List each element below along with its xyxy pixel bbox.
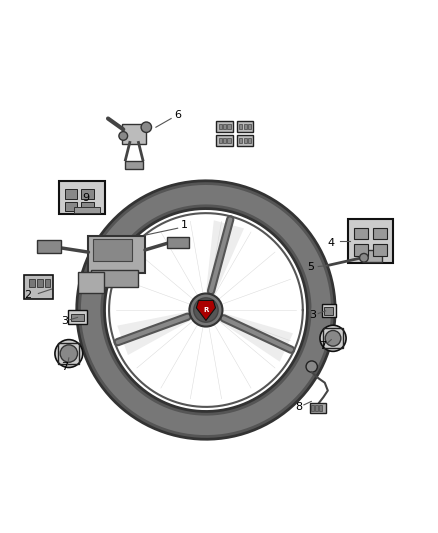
Text: 8: 8 — [295, 402, 302, 411]
Bar — [216, 121, 233, 132]
Polygon shape — [117, 312, 192, 355]
Bar — [219, 138, 222, 143]
Circle shape — [325, 330, 341, 346]
Bar — [78, 272, 104, 294]
Bar — [125, 161, 143, 169]
Bar — [59, 181, 105, 214]
Bar — [24, 276, 53, 300]
Bar — [29, 279, 35, 287]
Text: R: R — [203, 306, 208, 312]
Text: 4: 4 — [328, 238, 335, 247]
Circle shape — [189, 294, 223, 327]
Bar — [373, 244, 387, 256]
Bar — [223, 124, 226, 129]
Bar — [244, 124, 247, 129]
Bar — [323, 328, 343, 349]
Text: 2: 2 — [24, 290, 31, 300]
Circle shape — [360, 254, 368, 262]
Circle shape — [306, 361, 318, 372]
Text: 9: 9 — [83, 193, 90, 203]
Bar — [324, 307, 333, 315]
Circle shape — [60, 345, 78, 362]
Bar — [68, 310, 87, 325]
Circle shape — [119, 132, 127, 140]
Bar — [354, 228, 368, 239]
Bar — [239, 138, 242, 143]
Bar — [71, 313, 84, 321]
Bar — [88, 236, 145, 273]
Bar — [65, 201, 77, 211]
Circle shape — [194, 298, 218, 322]
Bar — [227, 124, 230, 129]
Text: 3: 3 — [309, 310, 316, 320]
Bar — [237, 121, 253, 132]
Bar — [81, 201, 94, 211]
Bar — [237, 135, 253, 146]
Bar — [354, 244, 368, 256]
Bar — [319, 405, 322, 410]
Text: 7: 7 — [61, 362, 68, 373]
Bar — [239, 124, 242, 129]
Polygon shape — [206, 220, 244, 295]
Bar — [348, 220, 393, 263]
Bar — [322, 304, 336, 318]
Polygon shape — [196, 301, 215, 320]
Bar — [93, 239, 132, 261]
Bar — [216, 135, 233, 146]
Bar — [45, 279, 50, 287]
Bar — [219, 124, 222, 129]
Circle shape — [55, 340, 83, 367]
Bar — [248, 138, 251, 143]
Bar — [248, 124, 251, 129]
Text: 1: 1 — [181, 220, 187, 230]
Bar — [74, 207, 100, 213]
Text: 3: 3 — [61, 316, 68, 326]
Bar — [37, 279, 42, 287]
Bar — [315, 405, 318, 410]
Bar — [373, 228, 387, 239]
Bar — [310, 403, 326, 413]
Bar — [223, 138, 226, 143]
Circle shape — [141, 122, 152, 133]
Text: 7: 7 — [319, 341, 326, 351]
Text: 6: 6 — [174, 110, 181, 120]
Polygon shape — [219, 313, 293, 362]
Bar — [58, 343, 79, 364]
Bar — [311, 405, 314, 410]
Text: 5: 5 — [307, 262, 314, 272]
Bar — [65, 189, 77, 199]
Bar — [91, 270, 138, 287]
Bar — [244, 138, 247, 143]
Bar — [364, 251, 382, 262]
Bar — [122, 124, 146, 143]
Bar — [227, 138, 230, 143]
Bar — [167, 237, 188, 247]
Bar — [81, 189, 94, 199]
Circle shape — [320, 325, 346, 351]
Bar — [37, 240, 61, 253]
